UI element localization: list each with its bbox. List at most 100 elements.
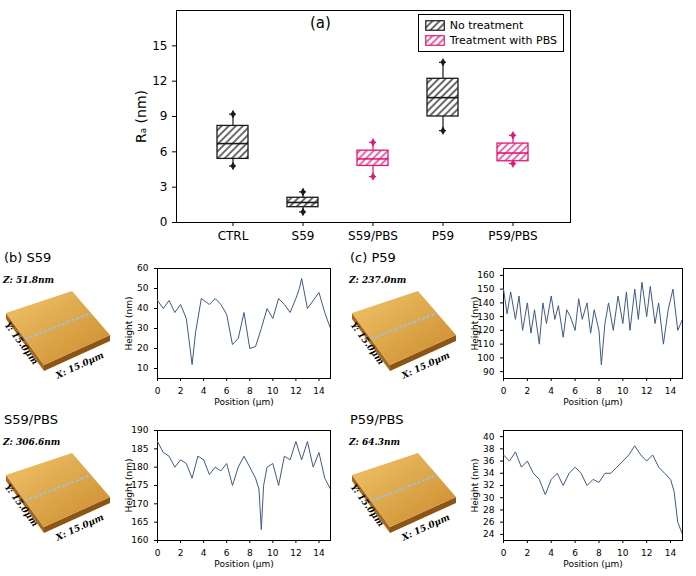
svg-text:14: 14 bbox=[313, 548, 325, 558]
svg-text:160: 160 bbox=[131, 535, 148, 545]
svg-text:50: 50 bbox=[137, 283, 149, 293]
svg-text:30: 30 bbox=[483, 493, 495, 503]
svg-text:12: 12 bbox=[290, 386, 301, 396]
svg-text:12: 12 bbox=[290, 548, 301, 558]
svg-text:Y: 15.0μm: Y: 15.0μm bbox=[3, 482, 40, 528]
svg-text:2: 2 bbox=[178, 548, 184, 558]
svg-text:Position (μm): Position (μm) bbox=[214, 397, 273, 407]
svg-text:Position (μm): Position (μm) bbox=[563, 559, 622, 569]
svg-text:0: 0 bbox=[155, 548, 161, 558]
svg-text:X: 15.0μm: X: 15.0μm bbox=[399, 512, 451, 543]
svg-text:170: 170 bbox=[131, 499, 148, 509]
svg-text:180: 180 bbox=[131, 462, 148, 472]
svg-text:Z: 64.3nm: Z: 64.3nm bbox=[348, 437, 400, 447]
svg-text:CTRL: CTRL bbox=[218, 229, 249, 243]
svg-text:3: 3 bbox=[160, 180, 168, 194]
svg-text:36: 36 bbox=[483, 456, 495, 466]
svg-text:10: 10 bbox=[617, 386, 629, 396]
svg-text:X: 15.0μm: X: 15.0μm bbox=[399, 350, 451, 381]
svg-text:14: 14 bbox=[313, 386, 325, 396]
svg-text:4: 4 bbox=[201, 386, 207, 396]
svg-text:90: 90 bbox=[483, 367, 495, 377]
svg-text:6: 6 bbox=[224, 548, 230, 558]
svg-text:Z: 306.6nm: Z: 306.6nm bbox=[2, 437, 60, 447]
svg-text:110: 110 bbox=[477, 339, 494, 349]
svg-text:14: 14 bbox=[665, 548, 677, 558]
svg-text:0: 0 bbox=[501, 548, 507, 558]
svg-text:130: 130 bbox=[477, 312, 494, 322]
svg-text:X: 15.0μm: X: 15.0μm bbox=[53, 512, 105, 543]
svg-text:X: 15.0μm: X: 15.0μm bbox=[53, 350, 105, 381]
svg-text:Height (nm): Height (nm) bbox=[124, 458, 134, 512]
svg-text:Height (nm): Height (nm) bbox=[124, 296, 134, 350]
svg-text:14: 14 bbox=[665, 386, 677, 396]
svg-text:100: 100 bbox=[477, 353, 494, 363]
svg-text:Position (μm): Position (μm) bbox=[563, 397, 622, 407]
html-text:(b) S59: (b) S59 bbox=[4, 250, 52, 265]
svg-text:8: 8 bbox=[596, 386, 602, 396]
svg-text:Height (nm): Height (nm) bbox=[470, 296, 480, 350]
svg-text:15: 15 bbox=[152, 39, 167, 53]
svg-text:160: 160 bbox=[477, 270, 494, 280]
svg-text:6: 6 bbox=[160, 145, 168, 159]
svg-text:Z: 237.0nm: Z: 237.0nm bbox=[348, 275, 406, 285]
svg-text:190: 190 bbox=[131, 425, 148, 435]
svg-text:S59/PBS: S59/PBS bbox=[348, 229, 398, 243]
svg-text:6: 6 bbox=[572, 386, 578, 396]
svg-text:30: 30 bbox=[137, 323, 149, 333]
svg-text:2: 2 bbox=[524, 548, 530, 558]
html-text:(c) P59: (c) P59 bbox=[350, 250, 396, 265]
svg-text:140: 140 bbox=[477, 298, 494, 308]
svg-text:8: 8 bbox=[596, 548, 602, 558]
svg-text:Y: 15.0μm: Y: 15.0μm bbox=[3, 320, 40, 366]
svg-text:20: 20 bbox=[137, 343, 149, 353]
svg-text:38: 38 bbox=[483, 444, 495, 454]
svg-text:28: 28 bbox=[483, 505, 495, 515]
svg-text:60: 60 bbox=[137, 263, 149, 273]
html-text:No treatment: No treatment bbox=[449, 19, 524, 32]
svg-text:Height (nm): Height (nm) bbox=[470, 458, 480, 512]
svg-text:24: 24 bbox=[483, 529, 495, 539]
svg-text:10: 10 bbox=[267, 548, 279, 558]
svg-text:P59/PBS: P59/PBS bbox=[488, 229, 537, 243]
svg-text:26: 26 bbox=[483, 517, 495, 527]
svg-text:S59: S59 bbox=[292, 229, 315, 243]
svg-text:0: 0 bbox=[501, 386, 507, 396]
svg-text:0: 0 bbox=[155, 386, 161, 396]
svg-text:4: 4 bbox=[548, 386, 554, 396]
svg-text:10: 10 bbox=[617, 548, 629, 558]
svg-text:175: 175 bbox=[131, 480, 148, 490]
svg-text:165: 165 bbox=[131, 517, 148, 527]
svg-text:4: 4 bbox=[201, 548, 207, 558]
svg-text:Y: 15.0μm: Y: 15.0μm bbox=[349, 320, 386, 366]
svg-text:8: 8 bbox=[247, 548, 253, 558]
svg-text:2: 2 bbox=[178, 386, 184, 396]
svg-text:10: 10 bbox=[137, 363, 149, 373]
svg-text:34: 34 bbox=[483, 468, 495, 478]
svg-text:9: 9 bbox=[160, 109, 168, 123]
svg-text:12: 12 bbox=[641, 386, 652, 396]
svg-text:40: 40 bbox=[137, 303, 149, 313]
svg-text:Y: 15.0μm: Y: 15.0μm bbox=[349, 482, 386, 528]
svg-text:P59: P59 bbox=[432, 229, 455, 243]
svg-text:185: 185 bbox=[131, 444, 148, 454]
svg-text:6: 6 bbox=[572, 548, 578, 558]
svg-text:6: 6 bbox=[224, 386, 230, 396]
html-text:(a): (a) bbox=[310, 14, 331, 32]
svg-text:120: 120 bbox=[477, 325, 494, 335]
svg-text:2: 2 bbox=[524, 386, 530, 396]
svg-text:0: 0 bbox=[160, 215, 168, 229]
svg-text:4: 4 bbox=[548, 548, 554, 558]
svg-text:40: 40 bbox=[483, 431, 495, 441]
svg-text:Z: 51.8nm: Z: 51.8nm bbox=[2, 275, 54, 285]
svg-text:150: 150 bbox=[477, 284, 494, 294]
svg-text:Position (μm): Position (μm) bbox=[214, 559, 273, 569]
svg-text:10: 10 bbox=[267, 386, 279, 396]
svg-text:8: 8 bbox=[247, 386, 253, 396]
svg-text:Rₐ (nm): Rₐ (nm) bbox=[133, 90, 149, 143]
svg-text:12: 12 bbox=[152, 74, 167, 88]
svg-text:12: 12 bbox=[641, 548, 652, 558]
html-text:P59/PBS: P59/PBS bbox=[350, 412, 404, 427]
html-text:S59/PBS: S59/PBS bbox=[4, 412, 58, 427]
svg-text:32: 32 bbox=[483, 480, 494, 490]
